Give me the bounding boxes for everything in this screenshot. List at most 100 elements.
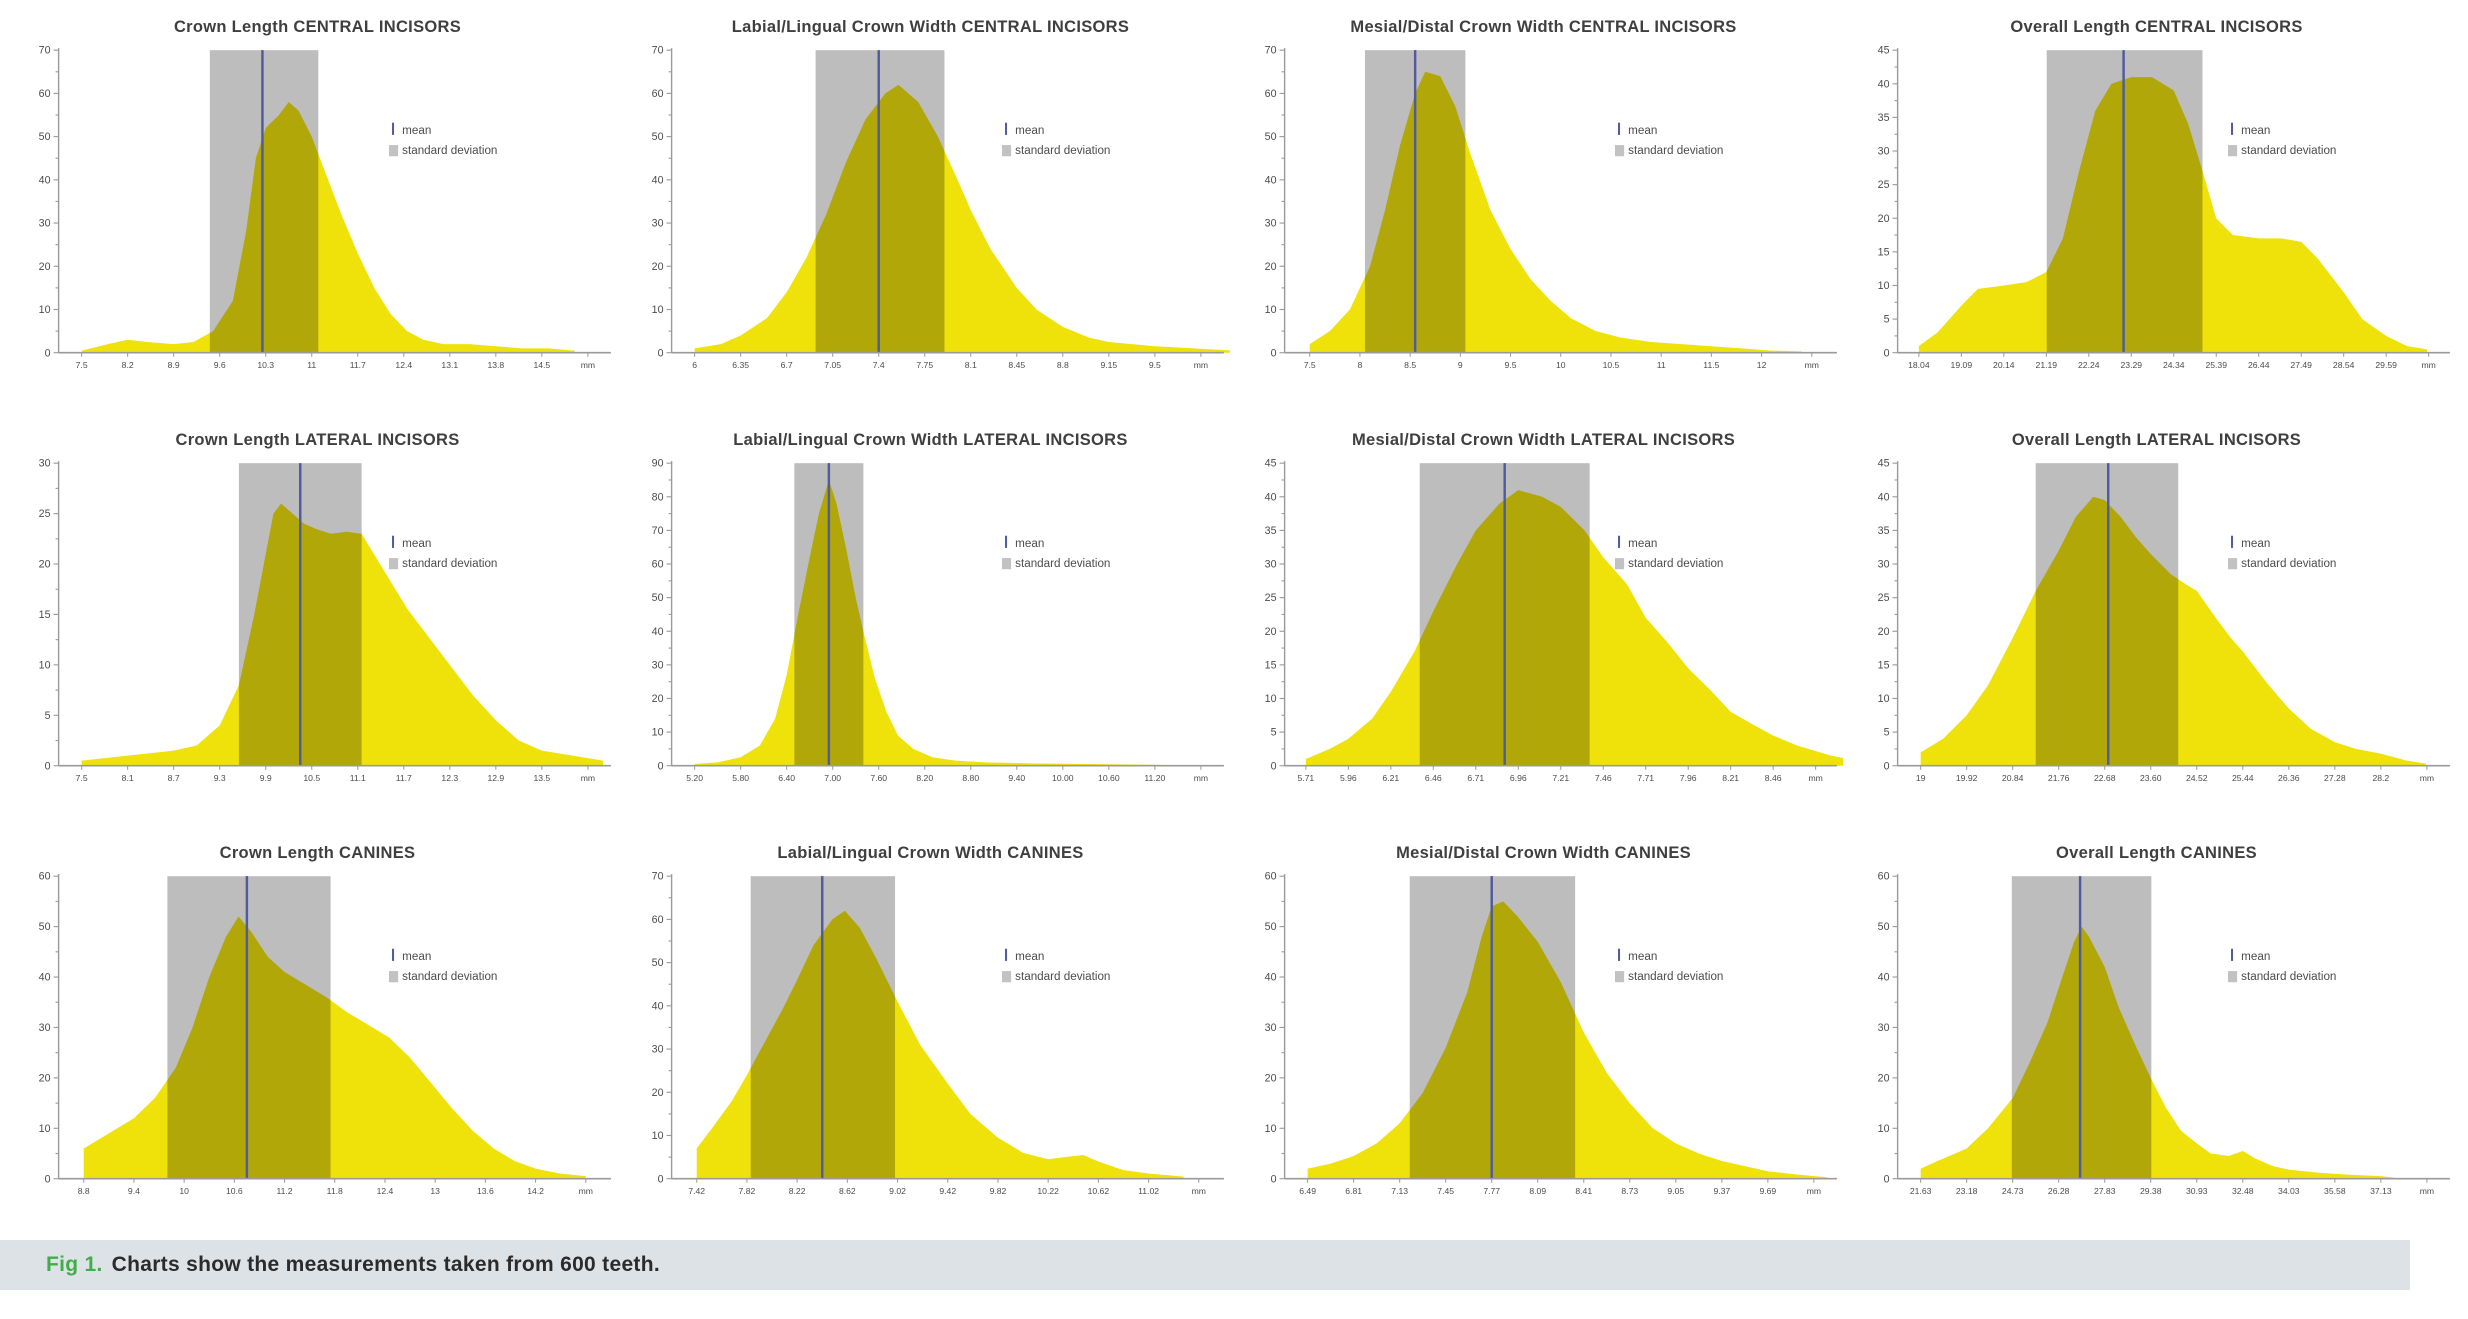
svg-text:40: 40 — [1878, 972, 1890, 984]
svg-text:45: 45 — [1265, 458, 1277, 470]
legend-sd-label: standard deviation — [1628, 557, 1723, 570]
x-tick-label: 22.68 — [2094, 773, 2116, 783]
x-tick-label: 7.5 — [76, 360, 88, 370]
x-axis-unit: mm — [581, 773, 595, 783]
svg-text:20: 20 — [1265, 626, 1277, 638]
svg-text:40: 40 — [1265, 492, 1277, 504]
x-tick-label: 29.59 — [2375, 360, 2397, 370]
chart-title: Labial/Lingual Crown Width CANINES — [777, 844, 1084, 863]
x-tick-label: 8.8 — [78, 1186, 90, 1196]
svg-text:0: 0 — [1271, 1174, 1277, 1186]
legend-sd-label: standard deviation — [1015, 971, 1110, 984]
x-axis-unit: mm — [2421, 360, 2435, 370]
svg-text:60: 60 — [652, 559, 664, 571]
x-tick-label: 7.96 — [1680, 773, 1697, 783]
svg-text:35: 35 — [1878, 112, 1890, 124]
x-axis-unit: mm — [2420, 773, 2434, 783]
chart-panel-9: Labial/Lingual Crown Width CANINES 0 10 20 3… — [631, 842, 1230, 1209]
x-tick-label: 10.3 — [257, 360, 274, 370]
chart-title: Mesial/Distal Crown Width CANINES — [1396, 844, 1691, 863]
svg-text:20: 20 — [652, 1087, 664, 1099]
svg-text:70: 70 — [39, 45, 51, 57]
x-tick-label: 6.40 — [778, 773, 795, 783]
x-tick-label: 20.84 — [2002, 773, 2024, 783]
x-tick-label: 7.05 — [824, 360, 841, 370]
svg-text:20: 20 — [1265, 261, 1277, 273]
svg-text:25: 25 — [1265, 592, 1277, 604]
svg-text:70: 70 — [652, 871, 664, 883]
chart-title: Labial/Lingual Crown Width LATERAL INCIS… — [733, 431, 1128, 450]
x-tick-label: 13.8 — [487, 360, 504, 370]
x-tick-label: 19 — [1916, 773, 1926, 783]
x-tick-label: 23.60 — [2140, 773, 2162, 783]
charts-grid: Crown Length CENTRAL INCISORS 0 10 20 30 40 50… — [18, 16, 2456, 1209]
x-tick-label: 8.21 — [1722, 773, 1739, 783]
x-tick-label: 10 — [179, 1186, 189, 1196]
x-axis-unit: mm — [579, 1186, 593, 1196]
chart-title: Labial/Lingual Crown Width CENTRAL INCIS… — [731, 18, 1130, 36]
x-tick-label: 8.46 — [1765, 773, 1782, 783]
x-tick-label: 7.46 — [1595, 773, 1612, 783]
x-tick-label: 6.35 — [732, 360, 749, 370]
x-tick-label: 8.80 — [962, 773, 979, 783]
legend-mean-label: mean — [402, 950, 431, 963]
svg-text:30: 30 — [39, 1022, 51, 1034]
x-tick-label: 9.5 — [1149, 360, 1161, 370]
x-tick-label: 25.39 — [2205, 360, 2227, 370]
x-tick-label: 9.40 — [1008, 773, 1025, 783]
legend-sd-label: standard deviation — [2241, 144, 2336, 157]
x-tick-label: 12.9 — [487, 773, 504, 783]
chart-panel-0: Crown Length CENTRAL INCISORS 0 10 20 30 40 50… — [18, 16, 617, 383]
legend-sd-label: standard deviation — [1015, 557, 1110, 570]
svg-text:40: 40 — [652, 1001, 664, 1013]
x-tick-label: 37.13 — [2370, 1186, 2392, 1196]
svg-text:0: 0 — [45, 1174, 51, 1186]
x-tick-label: 7.60 — [870, 773, 887, 783]
x-tick-label: 23.18 — [1956, 1186, 1978, 1196]
x-tick-label: 8.22 — [789, 1186, 806, 1196]
x-tick-label: 27.83 — [2094, 1186, 2116, 1196]
x-tick-label: 6.46 — [1425, 773, 1442, 783]
x-tick-label: 5.96 — [1340, 773, 1357, 783]
x-tick-label: 24.52 — [2186, 773, 2208, 783]
distribution-area — [1305, 490, 1843, 766]
chart-panel-7: Overall Length LATERAL INCISORS 0 5 10 15 20 2… — [1857, 429, 2456, 796]
distribution-area — [1309, 71, 1802, 353]
chart-canvas: 0 10 20 30 40 50 60 70 7.5 8 8.5 9 9.5 10 10.5 11 11.5 12… — [1265, 45, 1837, 370]
x-tick-label: 7.00 — [824, 773, 841, 783]
distribution-area — [1918, 77, 2428, 353]
x-axis-unit: mm — [1192, 1186, 1206, 1196]
x-tick-label: 11.2 — [276, 1186, 292, 1196]
x-tick-label: 11.5 — [1703, 360, 1719, 370]
x-tick-label: 29.38 — [2140, 1186, 2162, 1196]
legend-mean-label: mean — [1015, 124, 1044, 137]
x-tick-label: 6 — [692, 360, 697, 370]
x-tick-label: 8.62 — [839, 1186, 856, 1196]
x-tick-label: 8.20 — [916, 773, 933, 783]
svg-text:50: 50 — [652, 131, 664, 143]
svg-text:35: 35 — [1878, 525, 1890, 537]
x-tick-label: 26.36 — [2278, 773, 2300, 783]
x-tick-label: 9 — [1458, 360, 1463, 370]
chart-panel-5: Labial/Lingual Crown Width LATERAL INCIS… — [631, 429, 1230, 796]
x-tick-label: 6.7 — [781, 360, 793, 370]
legend-mean-label: mean — [1628, 537, 1657, 550]
svg-text:20: 20 — [1878, 626, 1890, 638]
svg-text:40: 40 — [1265, 972, 1277, 984]
legend-sd-icon — [1001, 558, 1012, 570]
chart-canvas: 0 10 20 30 40 50 60 8.8 9.4 10 10.6 11.2 11.8 12.4 13 1… — [39, 871, 611, 1196]
x-tick-label: 24.34 — [2163, 360, 2185, 370]
x-tick-label: 5.71 — [1297, 773, 1314, 783]
x-tick-label: 9.4 — [128, 1186, 140, 1196]
svg-text:70: 70 — [652, 525, 664, 537]
x-tick-label: 7.13 — [1391, 1186, 1408, 1196]
x-tick-label: 10.00 — [1052, 773, 1074, 783]
x-tick-label: 11 — [1657, 360, 1666, 370]
x-axis-unit: mm — [1808, 773, 1822, 783]
svg-text:20: 20 — [39, 1073, 51, 1085]
svg-text:30: 30 — [652, 660, 664, 672]
x-axis-unit: mm — [1807, 1186, 1821, 1196]
svg-text:15: 15 — [39, 609, 51, 621]
x-tick-label: 11.02 — [1138, 1186, 1159, 1196]
x-tick-label: 28.2 — [2372, 773, 2389, 783]
